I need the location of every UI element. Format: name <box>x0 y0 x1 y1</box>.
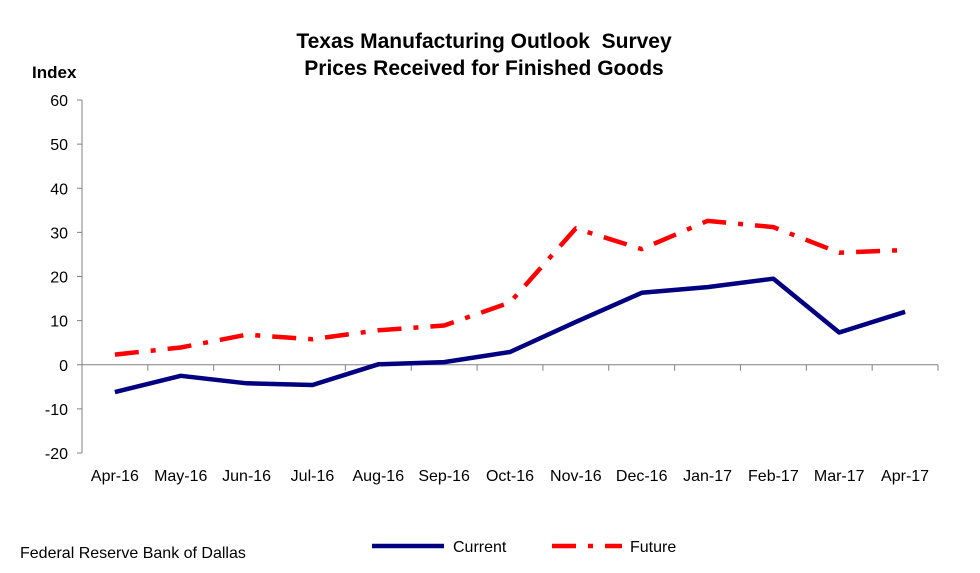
y-tick-label: 40 <box>50 181 68 198</box>
series-lines <box>114 218 906 395</box>
x-tick-label: Sep-16 <box>418 468 470 485</box>
y-tick-label: -10 <box>45 402 68 419</box>
y-axis-label: Index <box>32 63 77 82</box>
y-tick-label: -20 <box>45 446 68 463</box>
x-tick-label: May-16 <box>154 468 207 485</box>
y-tick-label: 30 <box>50 225 68 242</box>
y-tick-label: 60 <box>50 93 68 110</box>
axes <box>77 99 939 454</box>
y-tick-label: 50 <box>50 137 68 154</box>
y-tick-label: 20 <box>50 270 68 287</box>
x-tick-label: Feb-17 <box>748 468 799 485</box>
x-tick-label: Jun-16 <box>222 468 271 485</box>
chart-title: Texas Manufacturing Outlook Survey <box>296 30 672 53</box>
chart-subtitle: Prices Received for Finished Goods <box>304 57 663 80</box>
x-tick-label: Apr-16 <box>91 468 139 485</box>
x-tick-label: Mar-17 <box>814 468 865 485</box>
y-tick-labels: 60 50 40 30 20 10 0 -10 -20 <box>45 93 68 463</box>
x-tick-label: Aug-16 <box>353 468 405 485</box>
legend: Current Future <box>372 539 676 556</box>
x-tick-label: Nov-16 <box>550 468 602 485</box>
y-tick-label: 10 <box>50 314 68 331</box>
x-tick-label: Jan-17 <box>683 468 732 485</box>
source-note: Federal Reserve Bank of Dallas <box>20 545 246 562</box>
legend-label-current: Current <box>453 539 507 556</box>
x-tick-label: Dec-16 <box>616 468 668 485</box>
x-tick-label: Oct-16 <box>486 468 534 485</box>
x-tick-labels: Apr-16 May-16 Jun-16 Jul-16 Aug-16 Sep-16 Oct-… <box>91 468 929 485</box>
x-tick-label: Apr-17 <box>881 468 929 485</box>
y-tick-label: 0 <box>59 358 68 375</box>
x-tick-label: Jul-16 <box>291 468 335 485</box>
legend-label-future: Future <box>630 539 676 556</box>
